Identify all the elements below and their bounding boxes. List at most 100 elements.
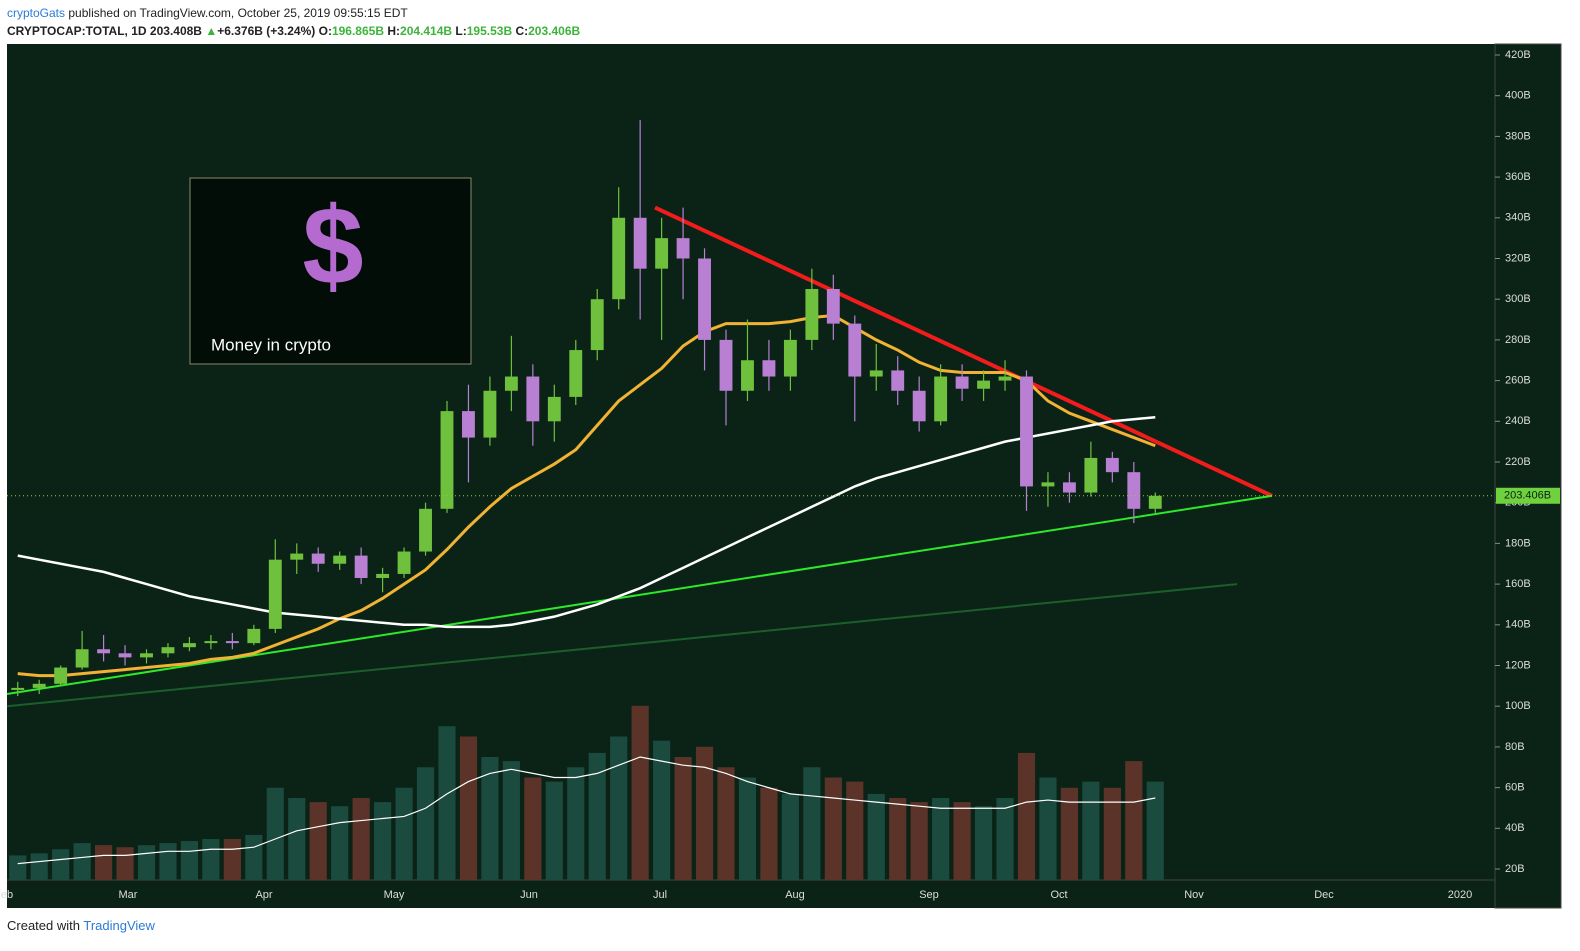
created: Created with [7,918,80,933]
volume-bar [760,787,778,880]
candle-body [547,396,561,422]
candle-body [1105,457,1119,473]
volume-bar [545,781,563,880]
candle-body [118,653,132,658]
x-tick-label: Oct [1050,889,1067,901]
y-tick-label: 300B [1505,293,1531,305]
candle-body [333,555,347,564]
candle-body [140,653,153,658]
candle-body [719,339,733,391]
header-line-1: cryptoGats published on TradingView.com,… [7,4,580,22]
candle-body [440,411,454,509]
candle-body [75,649,89,668]
symbol: CRYPTOCAP:TOTAL, 1D [7,24,147,38]
candle-body [998,376,1012,381]
candle-body [1084,457,1098,493]
y-tick-label: 280B [1505,334,1531,346]
inset-icon: $ [302,185,363,308]
y-tick-label: 160B [1505,578,1531,590]
volume-bar [932,798,950,880]
volume-bar [1082,781,1100,880]
candle-body [268,559,282,629]
candle-body [826,289,840,324]
y-tick-label: 140B [1505,619,1531,631]
volume-bar [867,793,885,880]
x-tick-label: Sep [919,889,939,901]
y-tick-label: 80B [1505,741,1525,753]
candle-body [590,299,604,351]
x-tick-label: 2020 [1448,889,1472,901]
candle-body [676,238,690,259]
candle-body [311,553,325,564]
y-tick-label: 320B [1505,252,1531,264]
x-tick-label: Jul [653,889,667,901]
candle-body [97,649,111,654]
candle-body [955,376,969,389]
candle-body [848,323,862,377]
candle-body [891,370,905,391]
volume-bar [717,767,735,880]
volume-bar [202,839,220,880]
volume-bar [738,777,757,880]
volume-bar [73,843,91,880]
last-price-tag [1496,487,1560,504]
candle-body [290,553,304,560]
y-tick-label: 400B [1505,90,1531,102]
volume-bar [824,777,842,880]
candle-body [204,641,218,644]
y-tick-label: 420B [1505,49,1531,61]
x-tick-label: eb [1,889,13,901]
y-tick-label: 40B [1505,822,1525,834]
candle-body [32,683,46,688]
volume-bar [481,757,499,880]
volume-bar [1125,761,1143,880]
author[interactable]: cryptoGats [7,6,66,20]
brand[interactable]: TradingView [83,918,155,933]
candle-body [225,641,239,644]
volume-bar [159,843,177,880]
open: 196.865B [331,24,384,38]
y-tick-label: 100B [1505,700,1531,712]
chart: $ Money in crypto 20B 40B 60B 80B 100B 120B 14… [1,43,1562,909]
y-tick-label: 220B [1505,456,1531,468]
x-tick-label: Nov [1184,889,1204,901]
y-tick-label: 60B [1505,782,1525,794]
trendline [654,205,1273,498]
last-price-label: 203.406B [1504,490,1551,502]
volume-bar [524,777,542,880]
candle-body [912,390,926,422]
o-label: O: [318,24,332,38]
x-tick-label: Dec [1314,889,1334,901]
volume-bar [653,740,671,880]
y-tick-label: 20B [1505,863,1525,875]
candle-body [247,628,261,644]
candle-body [526,376,540,422]
candle-body [376,573,390,578]
candle-body [805,289,819,340]
volume-bar [1103,787,1121,880]
candle-body [354,555,368,578]
volume-bar [610,736,628,880]
candle-body [741,360,754,391]
moving-average [17,415,1156,629]
volume-bar [374,802,392,880]
volume-bar [567,767,585,880]
x-tick-label: Aug [785,889,805,901]
y-tick-label: 340B [1505,212,1531,224]
header-line-2: CRYPTOCAP:TOTAL, 1D 203.408B ▲+6.376B (+… [7,22,580,40]
volume-bar [288,798,306,880]
candle-body [419,508,432,552]
candle-body [1062,482,1076,493]
volume-bar [1039,777,1057,880]
y-tick-label: 380B [1505,130,1531,142]
candle-body [869,370,883,377]
volume-ma [17,756,1156,865]
volume-bar [1146,781,1164,880]
volume-bar [953,802,971,880]
price: 203.408B [149,24,202,38]
x-tick-label: Apr [255,889,272,901]
y-tick-label: 360B [1505,171,1531,183]
candle-body [1020,376,1033,487]
candle-body [655,238,669,269]
